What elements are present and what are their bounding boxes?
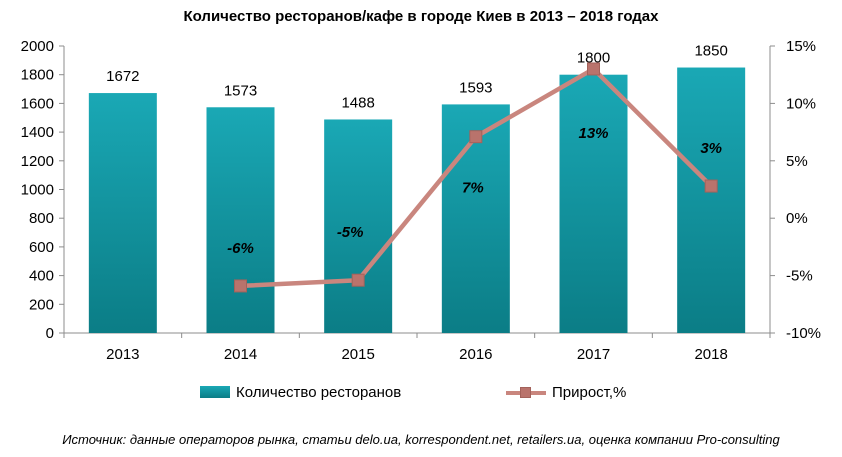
x-tick-label: 2017	[577, 346, 610, 363]
x-tick-label: 2018	[694, 346, 727, 363]
bars	[88, 67, 746, 334]
x-tick-label: 2013	[106, 346, 139, 363]
y-left-tick-label: 1800	[21, 67, 54, 84]
bar-value-label: 1593	[459, 79, 492, 96]
bar	[88, 93, 157, 334]
data-labels: 1672 1573 1488 1593 1800 1850 -6% -5% 7% 13% 3%	[106, 43, 728, 257]
y-left-tick-label: 1200	[21, 153, 54, 170]
y-left-tick-label: 2000	[21, 38, 54, 55]
y-left-tick-label: 0	[46, 325, 54, 342]
y-right-tick-label: 10%	[786, 95, 816, 112]
growth-point	[234, 279, 247, 293]
y-left-tick-label: 600	[29, 239, 54, 256]
bar-value-label: 1573	[224, 82, 257, 99]
bar	[559, 74, 628, 333]
bar-value-label: 1800	[577, 50, 610, 67]
source-note: Источник: данные операторов рынка, стать…	[62, 432, 780, 447]
chart-title: Количество ресторанов/кафе в городе Киев…	[183, 8, 659, 25]
bar	[677, 67, 746, 334]
x-tick-label: 2016	[459, 346, 492, 363]
legend-bar-swatch	[200, 386, 230, 398]
growth-line	[234, 62, 718, 293]
growth-point	[469, 130, 483, 144]
x-tick-label: 2014	[224, 346, 257, 363]
legend-item-line: Прирост,%	[506, 382, 626, 402]
growth-value-label: 3%	[700, 140, 722, 157]
y-left-tick-label: 1400	[21, 124, 54, 141]
y-left-tick-label: 1600	[21, 95, 54, 112]
bar-value-label: 1850	[694, 43, 727, 60]
growth-value-label: -6%	[227, 240, 254, 257]
bar	[324, 119, 393, 333]
legend-item-bars: Количество ресторанов	[200, 382, 401, 402]
y-left-tick-label: 800	[29, 210, 54, 227]
y-left-tick-label: 200	[29, 296, 54, 313]
axes: 0 200 400 600 800 1000 1200 1400 1600 1800 2000 -10…	[21, 38, 821, 363]
y-right-tick-label: 5%	[786, 153, 808, 170]
legend-line-label: Прирост,%	[552, 383, 627, 401]
y-right-tick-label: -5%	[786, 268, 813, 285]
legend-bar-label: Количество ресторанов	[236, 383, 402, 401]
growth-value-label: -5%	[337, 224, 364, 241]
y-left-tick-label: 1000	[21, 182, 54, 199]
growth-point	[587, 62, 600, 76]
bar-value-label: 1672	[106, 68, 139, 85]
x-tick-label: 2015	[341, 346, 374, 363]
growth-point	[351, 273, 365, 287]
y-right-tick-label: 0%	[786, 210, 808, 227]
y-right-tick-label: 15%	[786, 38, 816, 55]
growth-value-label: 7%	[462, 180, 484, 197]
y-left-tick-label: 400	[29, 268, 54, 285]
bar-value-label: 1488	[341, 94, 374, 111]
growth-point	[704, 179, 718, 193]
growth-value-label: 13%	[578, 125, 608, 142]
bar	[206, 107, 275, 333]
legend-line-swatch	[506, 386, 546, 398]
y-right-tick-label: -10%	[786, 325, 821, 342]
